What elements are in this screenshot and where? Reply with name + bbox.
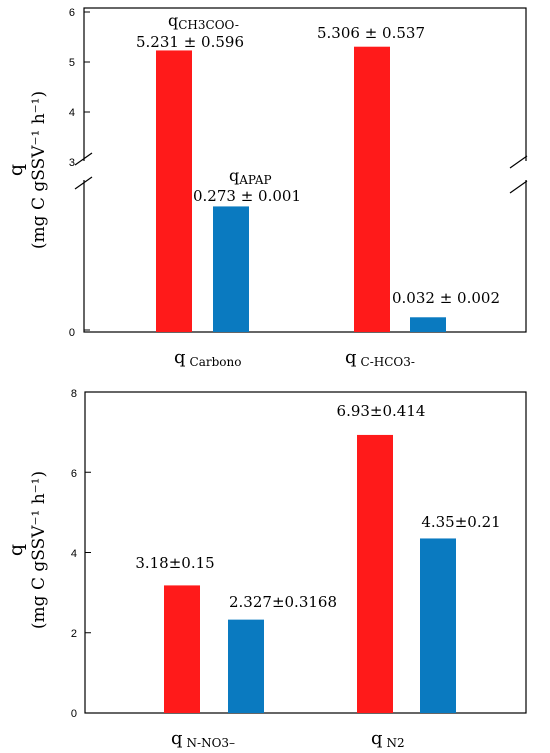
- bottom-y-axis-label: q (mg C gSSV⁻¹ h⁻¹): [5, 471, 49, 629]
- bar-blue-apap: [213, 206, 249, 332]
- data-label-blue-n-no3: 2.327±0.3168: [229, 593, 337, 611]
- data-label-red-n-no3: 3.18±0.15: [135, 554, 214, 572]
- top-chart: 6 5 4 3 0 q (mg C gSSV⁻¹ h⁻¹) qCH3COO- 5…: [5, 7, 532, 369]
- y-axis-label-line2: (mg C gSSV⁻¹ h⁻¹): [29, 471, 49, 629]
- y-tick-label: 4: [71, 548, 77, 560]
- y-axis-label-line2: (mg C gSSV⁻¹ h⁻¹): [29, 91, 49, 249]
- data-label-blue-c-hco3: 0.032 ± 0.002: [392, 289, 500, 307]
- y-tick-label: 8: [71, 388, 77, 400]
- y-tick-label: 3: [69, 157, 75, 169]
- left-break-mark-lower: [74, 176, 93, 190]
- x-category-c-hco3: q C-HCO3-: [345, 347, 415, 369]
- y-tick-label: 5: [69, 57, 75, 69]
- x-category-n-no3: q N-NO3–: [171, 728, 235, 750]
- y-tick-label: 2: [71, 628, 77, 640]
- y-tick-label: 0: [69, 327, 75, 339]
- bar-blue-n-no3: [228, 619, 264, 713]
- right-break-mark-lower: [509, 180, 528, 194]
- bottom-y-ticks: 8 6 4 2 0: [71, 388, 91, 720]
- annotation-q-apap: qAPAP: [229, 166, 272, 187]
- bar-blue-c-hco3: [410, 317, 446, 332]
- y-axis-label-line1: q: [5, 544, 27, 556]
- bar-red-n2: [357, 434, 393, 713]
- left-break-mark-upper: [74, 152, 93, 166]
- top-y-ticks: 6 5 4 3 0: [69, 7, 90, 339]
- x-category-carbono: q Carbono: [174, 347, 241, 369]
- data-label-blue-n2: 4.35±0.21: [421, 513, 500, 531]
- data-label-blue-apap: 0.273 ± 0.001: [193, 187, 301, 205]
- top-y-axis-label: q (mg C gSSV⁻¹ h⁻¹): [5, 91, 49, 249]
- top-axis-break-gap: [78, 161, 532, 180]
- bar-red-c-hco3: [354, 46, 390, 332]
- y-axis-label-line1: q: [5, 164, 27, 176]
- bar-red-n-no3: [164, 585, 200, 713]
- y-tick-label: 4: [69, 107, 75, 119]
- right-break-mark-upper: [509, 155, 528, 169]
- annotation-q-ch3coo: qCH3COO-: [168, 11, 239, 32]
- x-category-n2: q N2: [371, 728, 405, 750]
- y-tick-label: 0: [71, 708, 77, 720]
- y-tick-label: 6: [69, 7, 75, 19]
- bar-red-carbono: [156, 50, 192, 332]
- data-label-red-n2: 6.93±0.414: [337, 402, 426, 420]
- bottom-plot-frame: [84, 391, 527, 714]
- bar-blue-n2: [420, 538, 456, 713]
- bottom-chart: 8 6 4 2 0 q (mg C gSSV⁻¹ h⁻¹) 3.18±0.15 …: [5, 388, 527, 750]
- y-tick-label: 6: [71, 468, 77, 480]
- data-label-red-c-hco3: 5.306 ± 0.537: [317, 24, 425, 42]
- data-label-red-carbono: 5.231 ± 0.596: [136, 33, 244, 51]
